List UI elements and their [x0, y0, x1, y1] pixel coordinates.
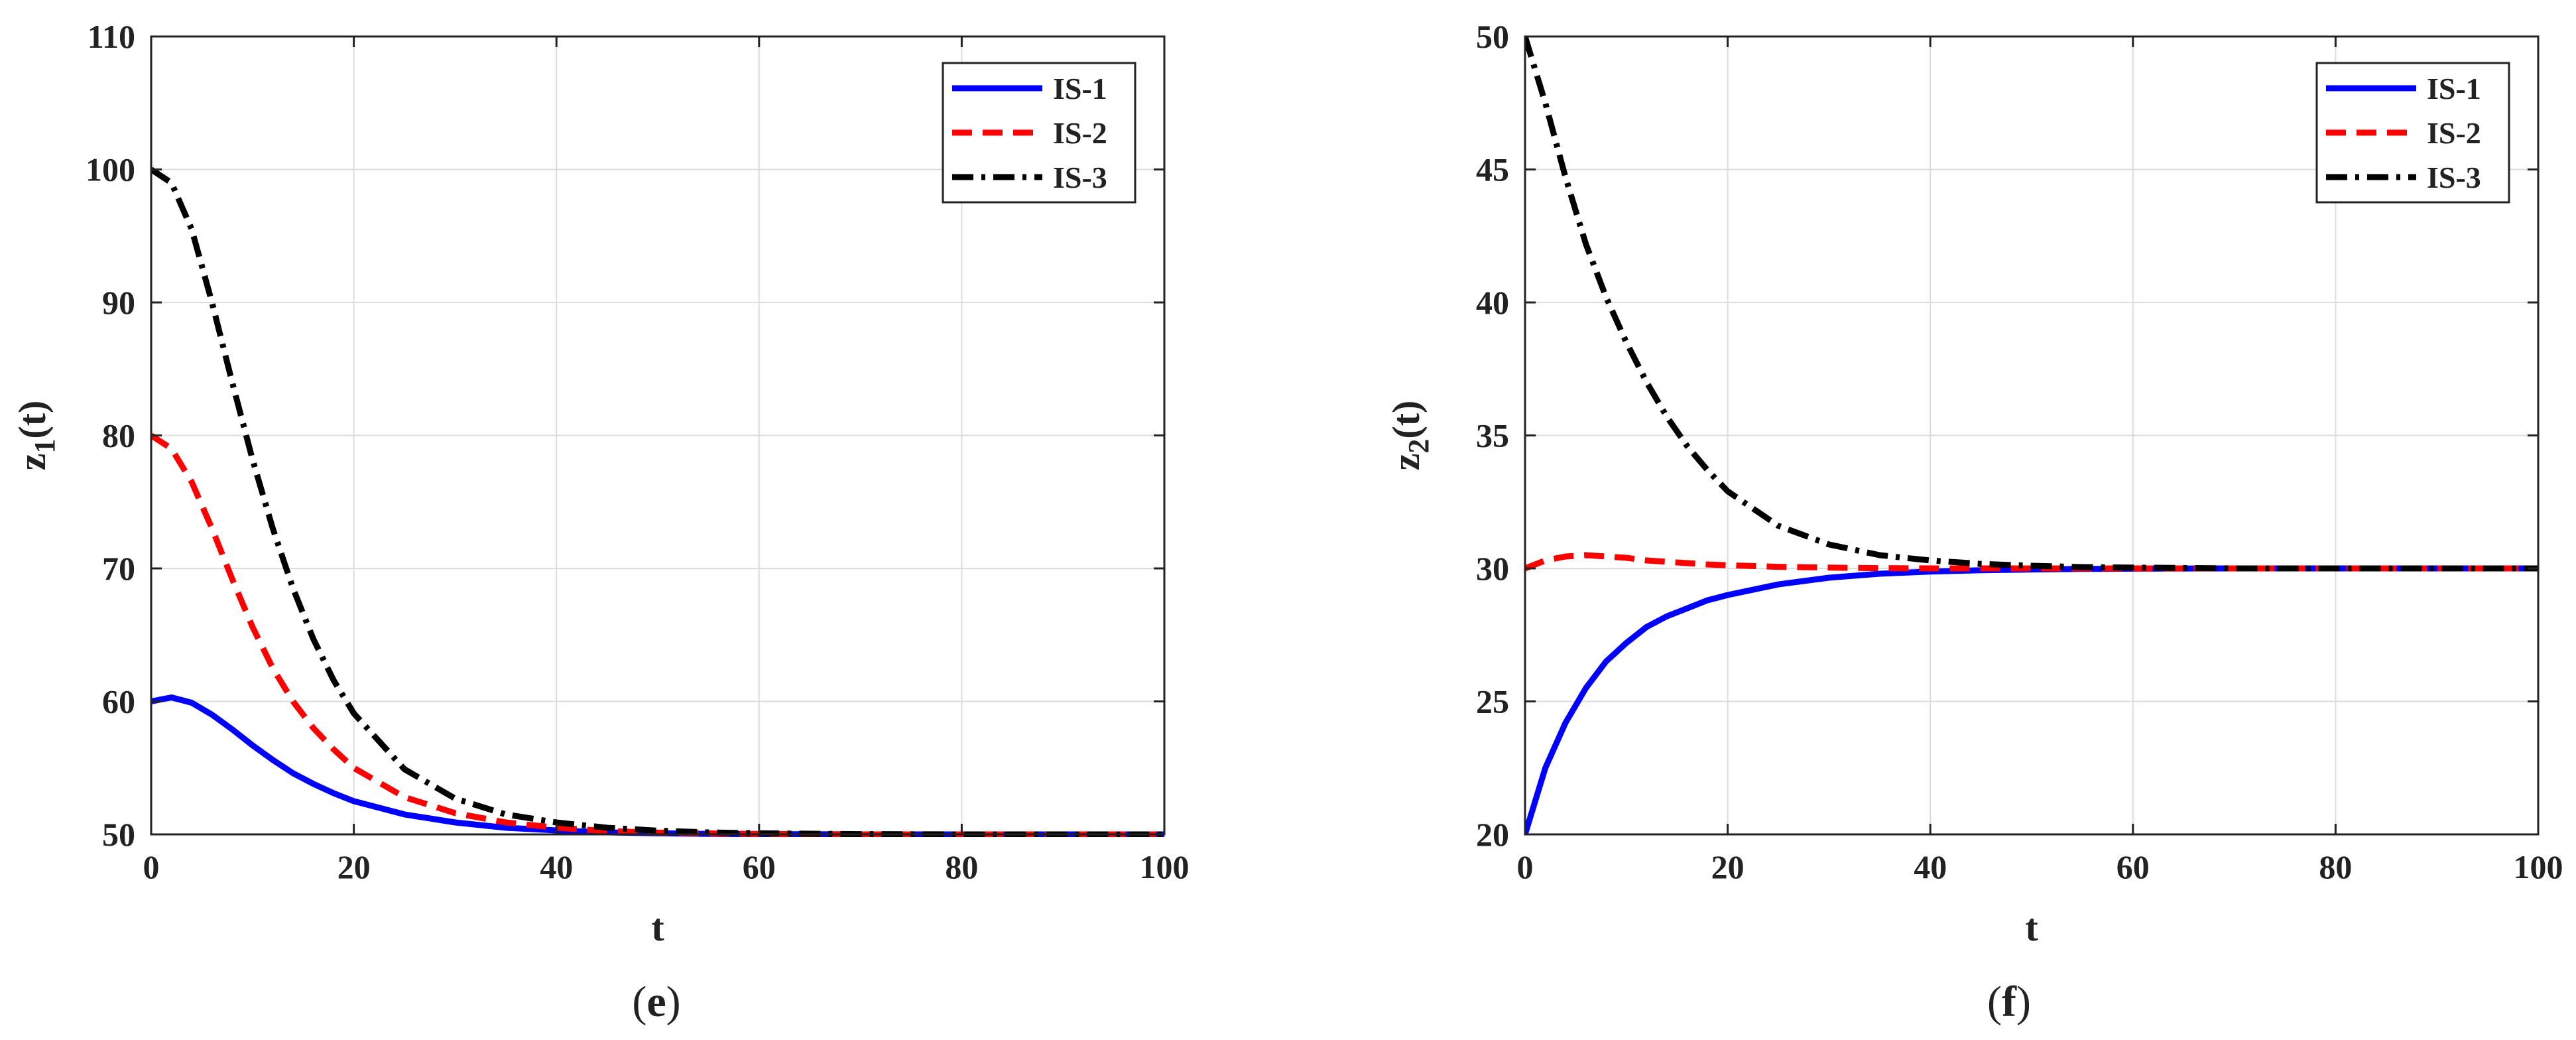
panel-label-close: ): [666, 978, 681, 1026]
legend-label-is-2: IS-2: [2427, 116, 2481, 150]
y-tick-label: 70: [102, 550, 135, 587]
panel-label-letter: f: [2002, 978, 2017, 1026]
x-tick-label: 80: [2319, 848, 2352, 885]
y-axis-label-tail: (t): [11, 401, 54, 439]
y-tick-label: 60: [102, 683, 135, 720]
y-axis-label-main: z: [11, 454, 54, 471]
y-tick-label: 90: [102, 284, 135, 321]
panel-label-close: ): [2016, 978, 2031, 1026]
x-tick-label: 40: [1914, 848, 1947, 885]
panel-label-open: (: [632, 978, 646, 1026]
x-tick-label: 60: [2116, 848, 2150, 885]
panel-label: (e): [632, 978, 680, 1026]
panel-label-letter: e: [646, 978, 666, 1026]
legend-label-is-3: IS-3: [2427, 161, 2481, 194]
y-tick-label: 80: [102, 417, 135, 454]
y-tick-label: 30: [1476, 550, 1509, 587]
x-axis-label: t: [2025, 906, 2038, 949]
y-tick-label: 50: [102, 816, 135, 853]
y-tick-label: 20: [1476, 816, 1509, 853]
y-tick-label: 110: [88, 18, 135, 55]
legend-label-is-1: IS-1: [2427, 72, 2481, 105]
series-line-is-3: [151, 166, 1164, 837]
legend-label-is-1: IS-1: [1053, 72, 1107, 105]
y-tick-label: 45: [1476, 151, 1509, 188]
y-tick-label: 50: [1476, 18, 1509, 55]
y-axis-label-main: z: [1384, 454, 1428, 471]
chart-panel-e: 0 20 40 60 80 1005060708090100110tz1(t)IS-1IS…: [11, 18, 1190, 1026]
legend: IS-1 IS-2 IS-3: [2315, 62, 2510, 204]
y-axis-label-tail: (t): [1384, 401, 1428, 439]
x-tick-label: 100: [1140, 848, 1190, 885]
x-tick-label: 20: [1711, 848, 1745, 885]
y-axis-label-sub: 1: [29, 439, 61, 454]
chart-panel-f: 0 20 40 60 80 10020253035404550tz2(t)IS-1IS-2…: [1384, 18, 2563, 1026]
panel-label: (f): [1987, 978, 2031, 1026]
x-tick-label: 0: [1517, 848, 1534, 885]
x-tick-label: 20: [337, 848, 371, 885]
y-tick-label: 35: [1476, 417, 1509, 454]
x-tick-label: 60: [743, 848, 776, 885]
x-tick-label: 80: [945, 848, 978, 885]
legend-label-is-2: IS-2: [1053, 116, 1107, 150]
y-axis-label: z2(t): [1384, 401, 1435, 471]
x-tick-label: 40: [540, 848, 573, 885]
x-tick-label: 0: [143, 848, 160, 885]
y-axis-label: z1(t): [11, 401, 61, 471]
x-tick-label: 100: [2514, 848, 2563, 885]
y-axis-label-sub: 2: [1402, 439, 1435, 454]
panel-label-open: (: [1987, 978, 2002, 1026]
series-line-is-3: [1525, 35, 2538, 572]
x-axis-label: t: [651, 906, 664, 949]
legend-label-is-3: IS-3: [1053, 161, 1107, 194]
legend: IS-1 IS-2 IS-3: [942, 62, 1136, 204]
y-tick-label: 25: [1476, 683, 1509, 720]
y-tick-label: 100: [86, 151, 135, 188]
y-tick-label: 40: [1476, 284, 1509, 321]
